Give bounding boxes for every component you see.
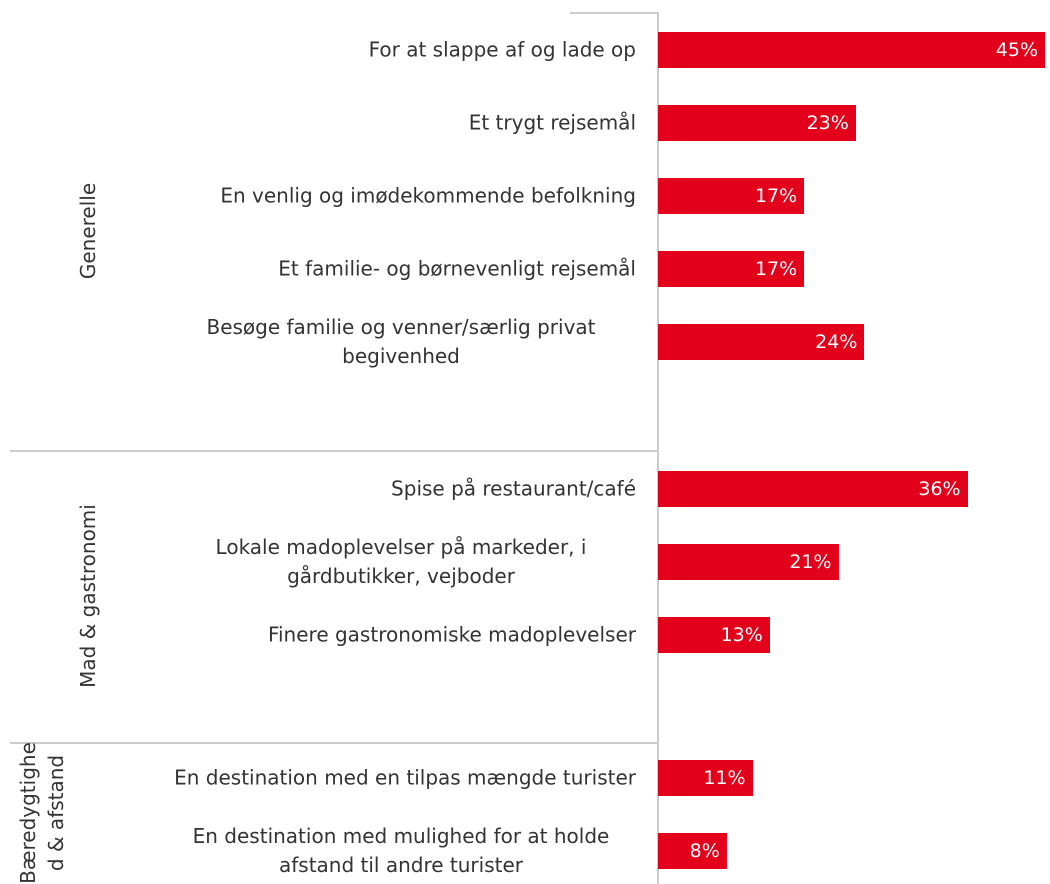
category-label: Finere gastronomiske madoplevelser: [267, 622, 636, 647]
category-label: En venlig og imødekommende befolkning: [220, 183, 636, 208]
value-label: 45%: [995, 39, 1038, 61]
group-label: Bæredygtighed & afstand: [16, 742, 68, 884]
bar: 11%: [658, 760, 753, 796]
value-label: 13%: [720, 624, 763, 646]
group-separator: [10, 450, 658, 452]
category-label: For at slappe af og lade op: [368, 37, 636, 62]
category-label: Et trygt rejsemål: [468, 110, 636, 135]
value-label: 17%: [754, 185, 798, 207]
bar: 21%: [658, 544, 839, 580]
group-label: Generelle: [76, 182, 100, 280]
value-label: 17%: [754, 258, 798, 280]
category-label: Et familie- og børnevenligt rejsemål: [278, 256, 636, 281]
top-rule: [570, 12, 658, 14]
value-label: 8%: [689, 840, 720, 862]
group-separator: [10, 742, 658, 744]
bar: 13%: [658, 617, 770, 653]
bar: 17%: [658, 178, 805, 214]
bar: 36%: [658, 471, 968, 507]
category-label: En destination med en tilpas mængde turi…: [174, 765, 636, 790]
value-label: 23%: [806, 112, 849, 134]
category-label: Spise på restaurant/café: [391, 476, 636, 501]
value-label: 11%: [703, 767, 746, 789]
value-label: 36%: [918, 478, 961, 500]
group-label: Mad & gastronomi: [76, 504, 100, 688]
value-label: 24%: [815, 331, 858, 353]
bar: 17%: [658, 251, 805, 287]
axis-line: [657, 12, 659, 884]
value-label: 21%: [789, 551, 832, 573]
category-label: Lokale madoplevelser på markeder, i gård…: [215, 535, 587, 588]
category-label: Besøge familie og venner/særlig privat b…: [206, 315, 596, 368]
bar: 8%: [658, 833, 727, 869]
bar: 45%: [658, 32, 1045, 68]
bar: 24%: [658, 324, 865, 360]
category-label: En destination med mulighed for at holde…: [192, 824, 610, 877]
bar: 23%: [658, 105, 856, 141]
